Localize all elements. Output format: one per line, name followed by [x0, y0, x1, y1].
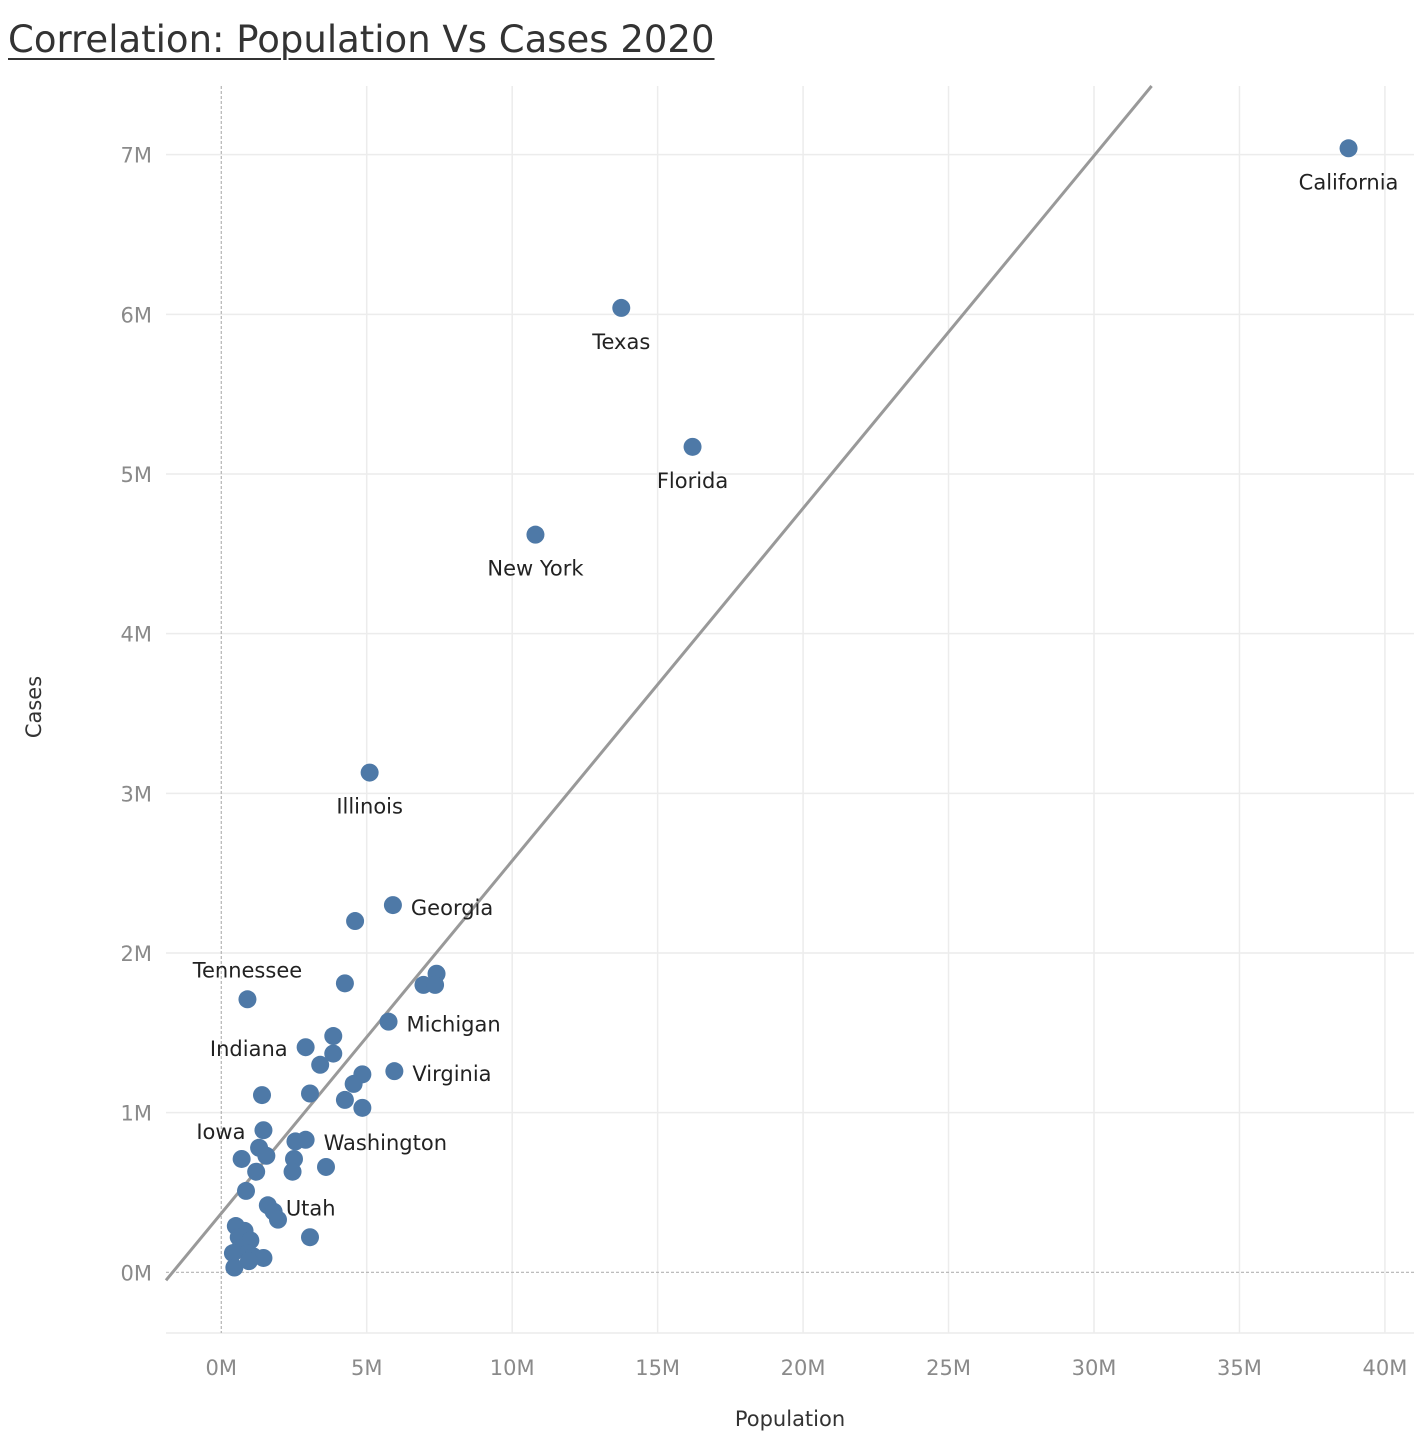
y-axis-ticks: 0M 1M 2M 3M 4M 5M 6M 7M: [121, 144, 152, 1286]
data-point: [335, 1090, 354, 1109]
y-tick-label: 6M: [121, 303, 152, 327]
data-point: [526, 525, 545, 544]
data-point: [225, 1258, 244, 1277]
point-label: New York: [487, 557, 584, 581]
x-tick-label: 30M: [1072, 1356, 1117, 1380]
point-label: Washington: [324, 1131, 447, 1155]
data-point: [296, 1038, 315, 1057]
point-label: Texas: [591, 330, 650, 354]
point-label: California: [1299, 170, 1399, 194]
data-point: [257, 1146, 276, 1165]
zero-lines: [166, 86, 1414, 1333]
data-point: [269, 1210, 287, 1229]
x-tick-label: 5M: [351, 1356, 382, 1380]
data-point: [301, 1228, 319, 1247]
data-point: [360, 763, 379, 782]
point-labels: California Texas Florida New York Illinois Ge…: [192, 170, 1399, 1220]
x-axis-ticks: 0M 5M 10M 15M 20M 25M 30M 35M 40M: [206, 1356, 1408, 1380]
data-point: [324, 1044, 343, 1063]
data-point: [385, 1062, 404, 1081]
x-axis-title: Population: [735, 1407, 845, 1431]
data-point: [335, 974, 354, 993]
data-point: [237, 1181, 255, 1200]
point-label: Virginia: [412, 1062, 491, 1086]
x-tick-label: 20M: [781, 1356, 826, 1380]
trend-line-group: [164, 85, 1153, 1282]
data-point: [683, 437, 702, 456]
point-label: Georgia: [411, 896, 493, 920]
x-tick-label: 40M: [1362, 1356, 1407, 1380]
data-point: [223, 1244, 242, 1263]
data-point: [238, 990, 257, 1009]
y-tick-label: 7M: [121, 144, 152, 168]
y-tick-label: 3M: [121, 782, 152, 806]
y-tick-label: 1M: [121, 1102, 152, 1126]
data-point: [254, 1121, 273, 1140]
point-label: Tennessee: [192, 958, 302, 982]
data-point: [612, 298, 631, 317]
data-point: [283, 1162, 302, 1181]
data-point: [324, 1027, 343, 1046]
chart-title: Correlation: Population Vs Cases 2020: [8, 18, 715, 61]
point-label: Florida: [657, 469, 728, 493]
data-point: [311, 1055, 330, 1074]
data-point: [239, 1252, 258, 1271]
data-point: [247, 1162, 266, 1181]
y-tick-label: 0M: [121, 1261, 152, 1285]
y-tick-label: 4M: [121, 623, 152, 647]
y-tick-label: 5M: [121, 463, 152, 487]
point-label: Iowa: [196, 1120, 245, 1144]
gridlines: [166, 86, 1414, 1334]
data-point: [286, 1132, 305, 1151]
data-point: [232, 1149, 251, 1168]
trend-line: [164, 85, 1153, 1282]
data-point: [254, 1248, 273, 1267]
point-label: Michigan: [407, 1013, 501, 1037]
data-point: [346, 912, 365, 931]
x-tick-label: 0M: [206, 1356, 237, 1380]
data-point: [353, 1098, 372, 1117]
data-point: [253, 1086, 271, 1105]
data-point: [383, 896, 402, 915]
data-point: [1339, 139, 1358, 158]
data-point: [379, 1012, 398, 1031]
data-point: [426, 975, 445, 994]
data-point: [317, 1157, 335, 1176]
y-axis-title: Cases: [22, 676, 46, 738]
point-label: Indiana: [210, 1037, 288, 1061]
x-tick-label: 25M: [926, 1356, 971, 1380]
data-points: [223, 139, 1358, 1277]
x-tick-label: 15M: [635, 1356, 680, 1380]
x-tick-label: 35M: [1217, 1356, 1262, 1380]
point-label: Utah: [286, 1196, 336, 1220]
data-point: [301, 1084, 319, 1103]
y-tick-label: 2M: [121, 942, 152, 966]
x-tick-label: 10M: [490, 1356, 535, 1380]
data-point: [344, 1074, 363, 1093]
point-label: Illinois: [336, 795, 403, 819]
